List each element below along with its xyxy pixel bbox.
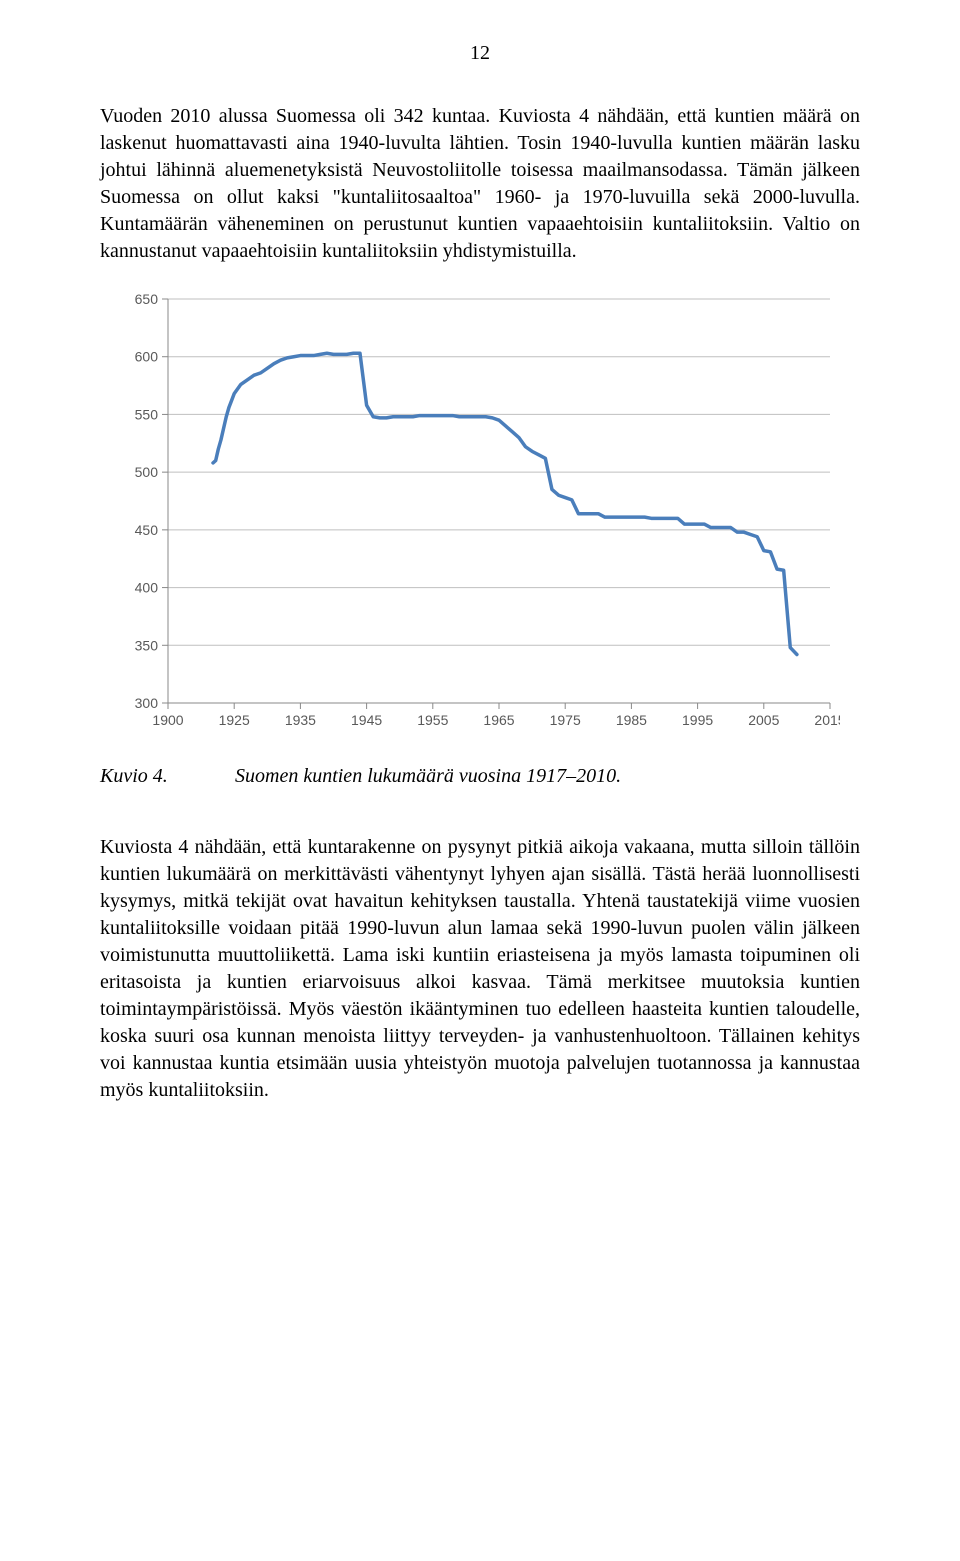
svg-text:550: 550 [135,406,159,422]
svg-text:650: 650 [135,293,159,307]
svg-text:1995: 1995 [682,712,713,728]
page-number: 12 [100,40,860,67]
paragraph-2: Kuviosta 4 nähdään, että kuntarakenne on… [100,834,860,1104]
caption-text: Suomen kuntien lukumäärä vuosina 1917–20… [235,765,621,787]
caption-label: Kuvio 4. [100,763,230,790]
figure-caption: Kuvio 4. Suomen kuntien lukumäärä vuosin… [100,763,860,790]
svg-text:350: 350 [135,637,159,653]
svg-text:1935: 1935 [285,712,316,728]
svg-text:1985: 1985 [616,712,647,728]
svg-text:2015: 2015 [814,712,840,728]
svg-text:450: 450 [135,522,159,538]
paragraph-1: Vuoden 2010 alussa Suomessa oli 342 kunt… [100,103,860,265]
svg-text:400: 400 [135,580,159,596]
svg-text:300: 300 [135,695,159,711]
svg-text:1945: 1945 [351,712,382,728]
svg-text:1965: 1965 [483,712,514,728]
svg-text:500: 500 [135,464,159,480]
chart-svg: 1900 1925 1935 1945 1955 1965 1975 1985 1995 2005… [120,293,840,733]
svg-text:1955: 1955 [417,712,448,728]
svg-text:600: 600 [135,349,159,365]
svg-text:1900: 1900 [152,712,183,728]
svg-text:2005: 2005 [748,712,779,728]
line-chart: 1900 1925 1935 1945 1955 1965 1975 1985 1995 2005… [100,293,860,733]
svg-text:1975: 1975 [550,712,581,728]
svg-text:1925: 1925 [219,712,250,728]
